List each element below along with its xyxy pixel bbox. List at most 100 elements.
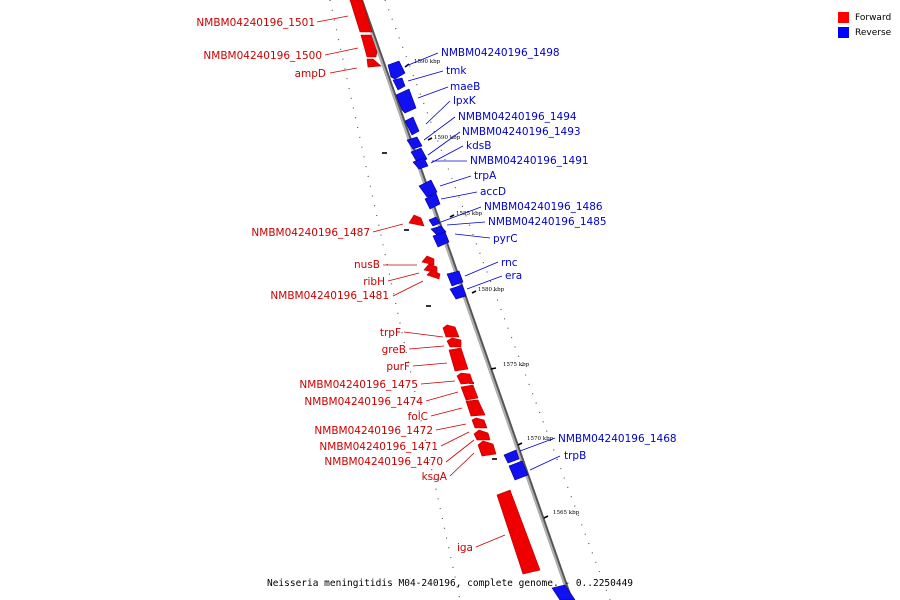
gene-label[interactable]: NMBM04240196_1493 bbox=[462, 126, 581, 138]
tick-label: 1585 kbp bbox=[456, 211, 483, 217]
gene-label[interactable]: trpB bbox=[564, 450, 586, 462]
connector-maeB bbox=[417, 86, 449, 99]
gene-label[interactable]: NMBM04240196_1494 bbox=[458, 111, 577, 123]
gene-label[interactable]: NMBM04240196_1472 bbox=[314, 425, 433, 437]
tick-mark bbox=[543, 515, 549, 519]
gene-arrow-NMBM04240196_1471[interactable] bbox=[473, 429, 491, 441]
connector-folC bbox=[430, 407, 463, 417]
gene-arrow-tmk[interactable] bbox=[392, 77, 406, 91]
gene-label[interactable]: NMBM04240196_1487 bbox=[251, 227, 370, 239]
gene-label[interactable]: ribH bbox=[363, 276, 385, 288]
connector-NMBM04240196_1500 bbox=[324, 47, 359, 56]
gene-label[interactable]: NMBM04240196_1485 bbox=[488, 216, 607, 228]
gene-label[interactable]: NMBM04240196_1470 bbox=[324, 456, 443, 468]
gene-label[interactable]: ampD bbox=[295, 68, 326, 80]
gene-arrow-greB[interactable] bbox=[446, 337, 462, 348]
connector-iga bbox=[475, 534, 506, 548]
gene-label[interactable]: NMBM04240196_1474 bbox=[304, 396, 423, 408]
gene-arrow-trpA[interactable] bbox=[424, 192, 441, 210]
gene-label[interactable]: rnc bbox=[501, 257, 518, 269]
gene-arrow-iga[interactable] bbox=[496, 489, 541, 575]
gene-label[interactable]: lpxK bbox=[453, 95, 477, 107]
connector-ampD bbox=[329, 67, 358, 74]
gene-arrow-NMBM04240196_1501[interactable] bbox=[349, 0, 373, 33]
gene-arrow-ampD[interactable] bbox=[366, 58, 382, 68]
gene-arrow-NMBM04240196_1475[interactable] bbox=[456, 372, 474, 385]
gene-arrow-NMBM04240196_1474[interactable] bbox=[460, 384, 479, 401]
forward-genes bbox=[349, 0, 541, 575]
reverse-connectors bbox=[405, 52, 561, 471]
gene-arrow-NMBM04240196_1472[interactable] bbox=[471, 417, 488, 429]
connector-ribH bbox=[387, 272, 420, 282]
gene-arrow-NMBM04240196_1487[interactable] bbox=[408, 214, 425, 227]
gene-label[interactable]: NMBM04240196_1468 bbox=[558, 433, 677, 445]
connector-greB bbox=[408, 345, 445, 350]
connector-purF bbox=[412, 362, 448, 367]
gene-arrow-folC[interactable] bbox=[465, 399, 486, 417]
connector-rnc bbox=[464, 261, 499, 277]
connector-lpxK bbox=[425, 100, 451, 125]
tick-mark bbox=[471, 290, 477, 294]
connector-accD bbox=[440, 191, 478, 200]
connector-NMBM04240196_1468 bbox=[519, 437, 556, 452]
gene-arrow-NMBM04240196_1486[interactable] bbox=[428, 216, 441, 227]
gene-arrow-maeB[interactable] bbox=[395, 88, 417, 114]
connector-NMBM04240196_1474 bbox=[425, 391, 459, 402]
genome-caption: Neisseria meningitidis M04-240196, compl… bbox=[266, 578, 634, 589]
connector-NMBM04240196_1493 bbox=[427, 131, 461, 156]
gene-arrow-NMBM04240196_1500[interactable] bbox=[360, 34, 378, 58]
gene-label[interactable]: greB bbox=[382, 344, 406, 356]
gene-arrow-lpxK[interactable] bbox=[404, 116, 420, 136]
gene-label[interactable]: kdsB bbox=[466, 140, 491, 152]
gene-label[interactable]: era bbox=[505, 270, 522, 282]
gene-label[interactable]: nusB bbox=[354, 259, 380, 271]
gene-label[interactable]: tmk bbox=[446, 65, 467, 77]
gene-arrow-rnc[interactable] bbox=[446, 270, 464, 287]
gene-arrow-era[interactable] bbox=[449, 284, 467, 300]
gene-arrow-NMBM04240196_1491[interactable] bbox=[418, 179, 438, 198]
tick-label: 1570 kbp bbox=[527, 436, 554, 442]
gene-arrow-NMBM04240196_1468[interactable] bbox=[503, 449, 520, 464]
gene-label[interactable]: NMBM04240196_1471 bbox=[319, 441, 438, 453]
gene-label[interactable]: NMBM04240196_1481 bbox=[270, 290, 389, 302]
connector-NMBM04240196_1485 bbox=[446, 221, 486, 226]
gene-label[interactable]: NMBM04240196_1500 bbox=[203, 50, 322, 62]
gene-label[interactable]: folC bbox=[408, 411, 428, 423]
gene-label[interactable]: NMBM04240196_1475 bbox=[299, 379, 418, 391]
gene-label[interactable]: iga bbox=[457, 542, 473, 554]
legend: Forward Reverse bbox=[838, 10, 891, 40]
legend-reverse: Reverse bbox=[838, 25, 891, 40]
gene-label[interactable]: trpA bbox=[474, 170, 497, 182]
connector-pyrC bbox=[454, 233, 491, 239]
gene-arrow-nusB[interactable] bbox=[421, 255, 435, 266]
gene-arrow-NMBM04240196_1498[interactable] bbox=[387, 60, 406, 80]
gene-arrow-trpF[interactable] bbox=[442, 324, 460, 338]
forward-labels: NMBM04240196_1501 NMBM04240196_1500 ampD… bbox=[196, 17, 473, 554]
gene-arrow-purF[interactable] bbox=[448, 347, 469, 372]
gene-label[interactable]: pyrC bbox=[493, 233, 518, 245]
gene-arrow-NMBM04240196_1481[interactable] bbox=[426, 269, 441, 280]
gene-label[interactable]: NMBM04240196_1501 bbox=[196, 17, 315, 29]
gene-label[interactable]: NMBM04240196_1491 bbox=[470, 155, 589, 167]
gene-arrow-bottom[interactable] bbox=[551, 584, 576, 600]
connector-trpF bbox=[403, 331, 444, 338]
gene-arrow-NMBM04240196_1470[interactable] bbox=[477, 440, 497, 457]
gene-label[interactable]: accD bbox=[480, 186, 506, 198]
gene-label[interactable]: ksgA bbox=[422, 471, 448, 483]
gene-label[interactable]: trpF bbox=[380, 327, 401, 339]
backbone bbox=[359, 0, 571, 600]
gene-arrow-pyrC[interactable] bbox=[432, 231, 450, 248]
gene-arrow-NMBM04240196_1494[interactable] bbox=[406, 136, 423, 150]
tick-label: 1575 kbp bbox=[503, 362, 530, 368]
gene-label[interactable]: purF bbox=[386, 361, 410, 373]
gene-arrow-trpB[interactable] bbox=[508, 460, 529, 481]
gene-arrow-kdsB[interactable] bbox=[412, 157, 429, 170]
reverse-labels: NMBM04240196_1498 tmk maeB lpxK NMBM0424… bbox=[441, 47, 677, 462]
gene-label[interactable]: NMBM04240196_1498 bbox=[441, 47, 560, 59]
legend-reverse-label: Reverse bbox=[855, 27, 892, 38]
connector-NMBM04240196_1470 bbox=[445, 439, 475, 463]
gene-label[interactable]: NMBM04240196_1486 bbox=[484, 201, 603, 213]
gene-label[interactable]: maeB bbox=[450, 81, 480, 93]
tick-label: 1565 kbp bbox=[553, 510, 580, 516]
connector-NMBM04240196_1486 bbox=[440, 206, 482, 223]
